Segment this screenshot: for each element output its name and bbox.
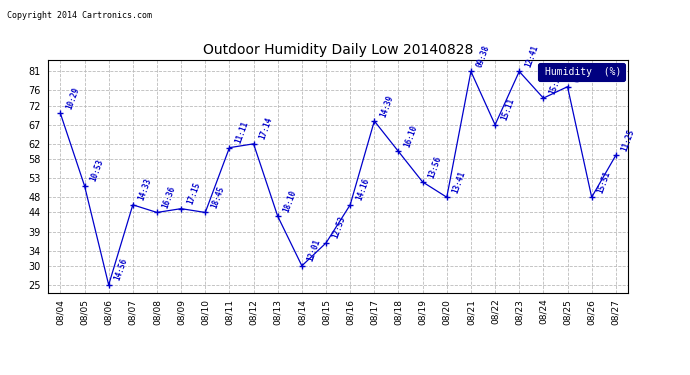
Text: 16:10: 16:10 <box>403 124 419 149</box>
Text: 10:29: 10:29 <box>65 86 81 111</box>
Text: 18:45: 18:45 <box>210 185 226 210</box>
Text: 14:39: 14:39 <box>379 93 395 118</box>
Text: Copyright 2014 Cartronics.com: Copyright 2014 Cartronics.com <box>7 11 152 20</box>
Text: 12:41: 12:41 <box>524 44 540 69</box>
Text: 09:38: 09:38 <box>475 44 491 69</box>
Text: 15:11: 15:11 <box>500 97 515 122</box>
Title: Outdoor Humidity Daily Low 20140828: Outdoor Humidity Daily Low 20140828 <box>203 44 473 57</box>
Text: 13:41: 13:41 <box>451 170 467 194</box>
Text: 13:56: 13:56 <box>427 154 443 179</box>
Text: 12:01: 12:01 <box>306 238 322 263</box>
Legend: Humidity  (%): Humidity (%) <box>538 63 625 81</box>
Text: 11:25: 11:25 <box>620 128 636 153</box>
Text: 18:10: 18:10 <box>282 189 298 213</box>
Text: 10:53: 10:53 <box>89 158 105 183</box>
Text: 15:31: 15:31 <box>548 70 564 95</box>
Text: 17:15: 17:15 <box>186 181 201 206</box>
Text: 17:14: 17:14 <box>258 116 274 141</box>
Text: 16:36: 16:36 <box>161 185 177 210</box>
Text: 09:?: 09:? <box>572 63 586 84</box>
Text: 12:53: 12:53 <box>331 215 346 240</box>
Text: 15:51: 15:51 <box>596 170 612 194</box>
Text: 14:16: 14:16 <box>355 177 371 202</box>
Text: 11:11: 11:11 <box>234 120 250 145</box>
Text: 14:33: 14:33 <box>137 177 153 202</box>
Text: 14:56: 14:56 <box>113 257 129 282</box>
